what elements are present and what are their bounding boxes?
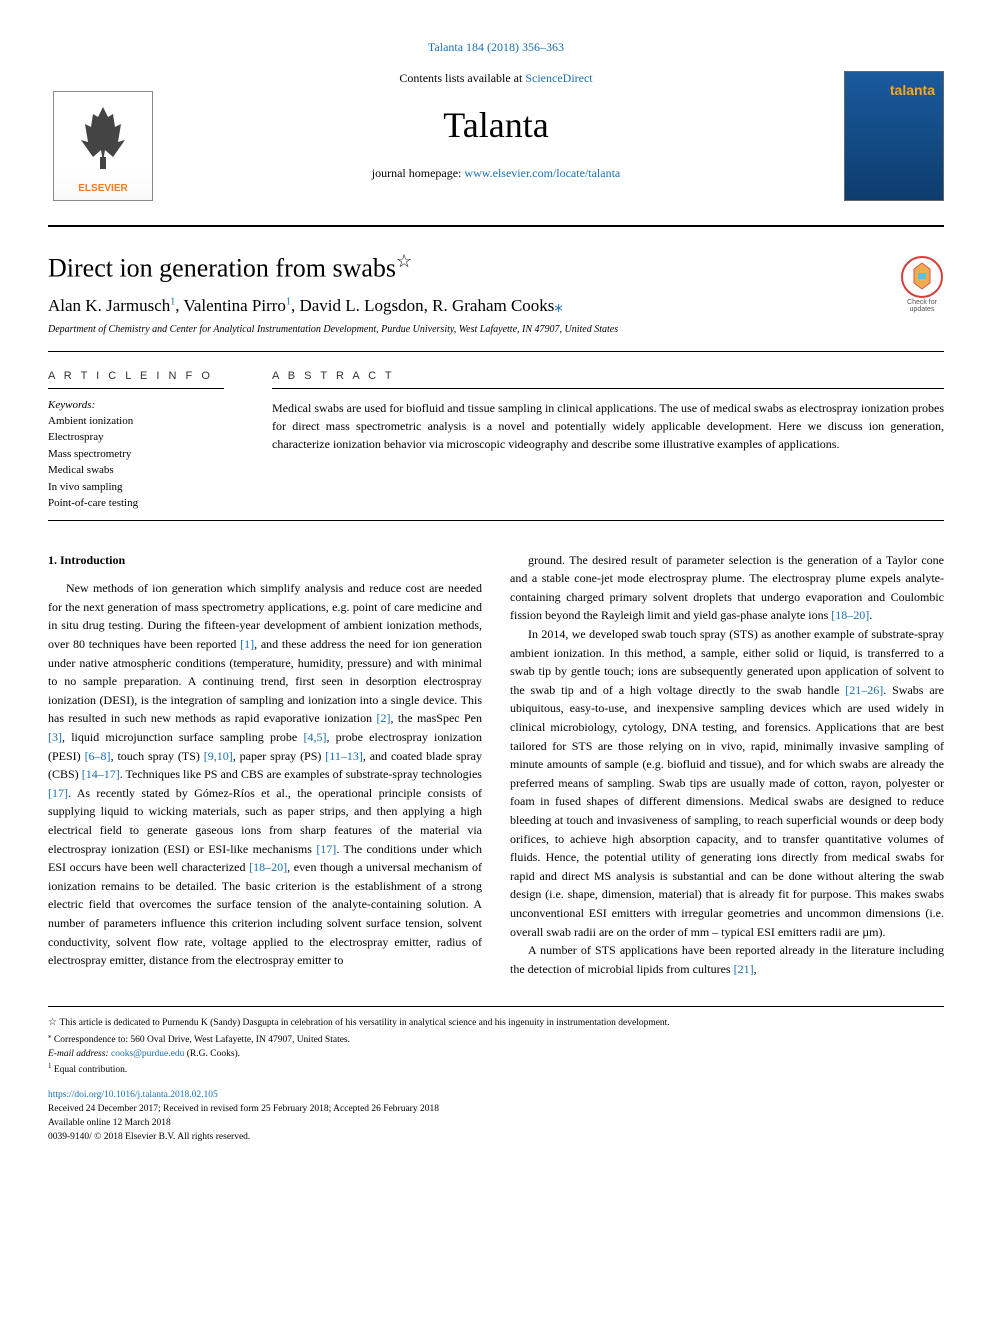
body-columns: 1. Introduction New methods of ion gener… (48, 551, 944, 979)
citation-ref[interactable]: [17] (316, 842, 336, 856)
citation-ref[interactable]: [21–26] (845, 683, 883, 697)
homepage-line: journal homepage: www.elsevier.com/locat… (178, 166, 814, 181)
abstract-column: A B S T R A C T Medical swabs are used f… (248, 370, 944, 512)
available-line: Available online 12 March 2018 (48, 1118, 171, 1128)
corresponding-mark: ⁎ (554, 296, 563, 315)
correspondence-footnote: ⁎ Correspondence to: 560 Oval Drive, Wes… (48, 1031, 944, 1047)
abstract-label: A B S T R A C T (272, 370, 944, 389)
article-info-label: A R T I C L E I N F O (48, 370, 224, 389)
article-info-column: A R T I C L E I N F O Keywords: Ambient … (48, 370, 248, 512)
masthead: ELSEVIER Contents lists available at Sci… (48, 71, 944, 227)
doi-block: https://doi.org/10.1016/j.talanta.2018.0… (48, 1088, 944, 1145)
title-text: Direct ion generation from swabs (48, 254, 396, 283)
citation-ref[interactable]: [18–20] (831, 608, 869, 622)
title-block: Check for updates Direct ion generation … (48, 251, 944, 352)
citation-ref[interactable]: [17] (48, 786, 68, 800)
masthead-right: talanta (834, 71, 944, 201)
check-updates-badge[interactable] (900, 255, 944, 299)
authors-text: Alan K. Jarmusch1, Valentina Pirro1, Dav… (48, 296, 554, 315)
dedication-footnote: ☆ This article is dedicated to Purnendu … (48, 1015, 944, 1030)
running-head-citation: Talanta 184 (2018) 356–363 (48, 40, 944, 55)
affiliation: Department of Chemistry and Center for A… (48, 324, 944, 352)
journal-cover-title: talanta (890, 82, 935, 98)
citation-ref[interactable]: [18–20] (249, 860, 287, 874)
email-footnote: E-mail address: cooks@purdue.edu (R.G. C… (48, 1047, 944, 1061)
article-title: Direct ion generation from swabs☆ (48, 251, 944, 284)
check-updates-text: Check for updates (900, 299, 944, 313)
citation-ref[interactable]: [4,5] (303, 730, 326, 744)
journal-cover-thumbnail: talanta (844, 71, 944, 201)
corresponding-email-link[interactable]: cooks@purdue.edu (111, 1049, 184, 1059)
sciencedirect-link[interactable]: ScienceDirect (525, 71, 592, 85)
doi-link[interactable]: https://doi.org/10.1016/j.talanta.2018.0… (48, 1090, 218, 1100)
footnotes: ☆ This article is dedicated to Purnendu … (48, 1006, 944, 1144)
citation-ref[interactable]: [2] (377, 711, 391, 725)
elsevier-logo-text: ELSEVIER (78, 183, 127, 194)
publisher-logo-block: ELSEVIER (48, 71, 158, 201)
citation-ref[interactable]: [3] (48, 730, 62, 744)
keywords-list: Ambient ionizationElectrosprayMass spect… (48, 413, 224, 512)
section-1-heading: 1. Introduction (48, 551, 482, 570)
journal-homepage-link[interactable]: www.elsevier.com/locate/talanta (464, 166, 620, 180)
citation-ref[interactable]: [14–17] (82, 767, 120, 781)
dates-line: Received 24 December 2017; Received in r… (48, 1104, 439, 1114)
abstract-text: Medical swabs are used for biofluid and … (272, 399, 944, 453)
masthead-center: Contents lists available at ScienceDirec… (158, 71, 834, 201)
contents-line: Contents lists available at ScienceDirec… (178, 71, 814, 86)
info-abstract-row: A R T I C L E I N F O Keywords: Ambient … (48, 370, 944, 521)
elsevier-logo: ELSEVIER (53, 91, 153, 201)
citation-ref[interactable]: [6–8] (85, 749, 111, 763)
citation-ref[interactable]: [9,10] (204, 749, 233, 763)
journal-name: Talanta (178, 104, 814, 146)
contents-prefix: Contents lists available at (399, 71, 525, 85)
copyright-line: 0039-9140/ © 2018 Elsevier B.V. All righ… (48, 1132, 250, 1142)
elsevier-tree-icon (73, 102, 133, 172)
equal-footnote: 1 Equal contribution. (48, 1061, 944, 1077)
title-star-icon: ☆ (396, 251, 412, 271)
citation-ref[interactable]: [21] (734, 962, 754, 976)
authors-line: Alan K. Jarmusch1, Valentina Pirro1, Dav… (48, 296, 944, 316)
citation-ref[interactable]: [11–13] (325, 749, 363, 763)
keywords-label: Keywords: (48, 399, 224, 411)
homepage-prefix: journal homepage: (372, 166, 465, 180)
citation-ref[interactable]: [1] (240, 637, 254, 651)
